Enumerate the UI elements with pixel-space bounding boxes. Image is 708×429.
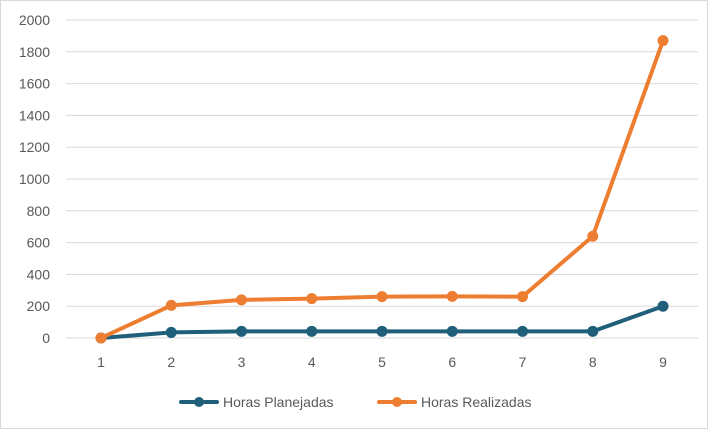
y-tick-label-600: 600 xyxy=(27,235,51,251)
y-tick-label-1400: 1400 xyxy=(19,107,50,123)
series-group xyxy=(95,35,669,344)
y-tick-label-1800: 1800 xyxy=(19,44,50,60)
data-point-horas-realizadas-5 xyxy=(376,291,388,303)
legend-label-horas-planejadas: Horas Planejadas xyxy=(223,394,334,410)
x-tick-label-5: 5 xyxy=(378,354,386,370)
y-tick-label-400: 400 xyxy=(27,266,51,282)
legend-item-horas-planejadas: Horas Planejadas xyxy=(179,394,334,410)
data-point-horas-planejadas-3 xyxy=(236,325,247,337)
data-point-horas-realizadas-3 xyxy=(236,294,247,306)
data-point-horas-planejadas-8 xyxy=(587,325,599,337)
y-tick-label-800: 800 xyxy=(27,203,51,219)
legend-swatch-marker-horas-realizadas xyxy=(392,397,402,407)
data-point-horas-planejadas-5 xyxy=(376,325,388,337)
x-tick-label-7: 7 xyxy=(519,354,527,370)
data-point-horas-realizadas-6 xyxy=(446,290,458,302)
legend: Horas Planejadas Horas Realizadas xyxy=(179,394,532,410)
x-tick-label-4: 4 xyxy=(308,354,316,370)
data-point-horas-planejadas-6 xyxy=(446,325,458,337)
data-point-horas-planejadas-4 xyxy=(306,325,318,337)
gridlines xyxy=(66,19,698,339)
x-tick-label-1: 1 xyxy=(97,354,105,370)
legend-label-horas-realizadas: Horas Realizadas xyxy=(421,394,532,410)
data-point-horas-realizadas-4 xyxy=(306,293,318,305)
series-horas-realizadas xyxy=(95,35,669,344)
series-horas-planejadas xyxy=(95,300,669,344)
y-tick-label-200: 200 xyxy=(27,298,51,314)
data-point-horas-realizadas-1 xyxy=(95,332,107,344)
data-point-horas-planejadas-2 xyxy=(165,326,177,338)
x-tick-label-6: 6 xyxy=(448,354,456,370)
y-tick-label-2000: 2000 xyxy=(19,12,50,28)
y-axis-tick-labels: 0 200 400 600 800 1000 1200 1400 1600 1800 2000 xyxy=(19,12,50,346)
y-tick-label-1600: 1600 xyxy=(19,76,50,92)
legend-item-horas-realizadas: Horas Realizadas xyxy=(377,394,532,410)
x-axis-tick-labels: 1 2 3 4 5 6 7 8 9 xyxy=(97,354,667,370)
y-tick-label-1200: 1200 xyxy=(19,139,50,155)
x-tick-label-3: 3 xyxy=(238,354,246,370)
y-tick-label-0: 0 xyxy=(42,330,50,346)
y-tick-label-1000: 1000 xyxy=(19,171,50,187)
data-point-horas-planejadas-9 xyxy=(657,300,669,312)
x-tick-label-9: 9 xyxy=(659,354,667,370)
data-point-horas-realizadas-7 xyxy=(517,291,528,303)
x-tick-label-8: 8 xyxy=(589,354,597,370)
x-tick-label-2: 2 xyxy=(167,354,175,370)
data-point-horas-realizadas-2 xyxy=(165,299,177,311)
legend-swatch-marker-horas-planejadas xyxy=(194,397,204,407)
data-point-horas-realizadas-9 xyxy=(657,35,669,47)
data-point-horas-realizadas-8 xyxy=(587,230,599,242)
data-point-horas-planejadas-7 xyxy=(517,325,528,337)
